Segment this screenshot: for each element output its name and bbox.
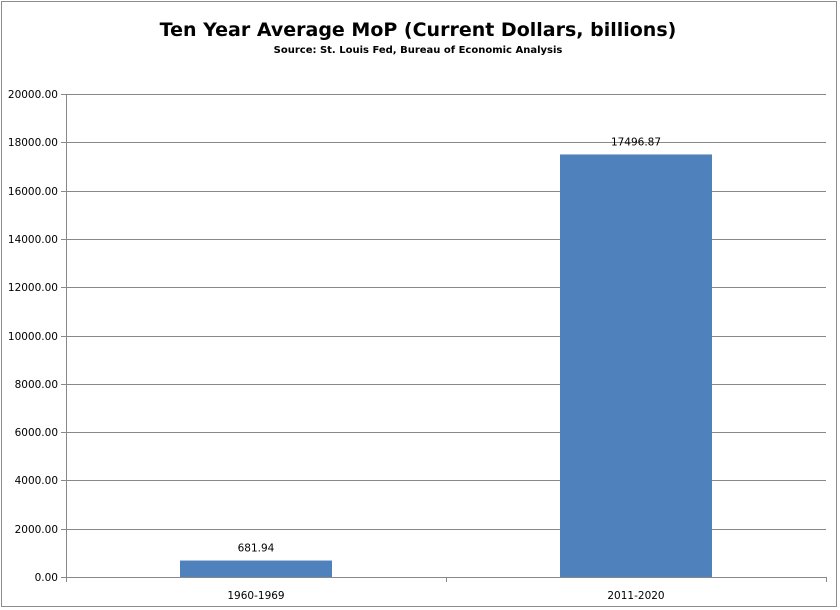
chart-subtitle: Source: St. Louis Fed, Bureau of Economi… xyxy=(274,45,563,56)
y-tick-label: 8000.00 xyxy=(15,379,58,391)
y-axis-ticks: 0.00 2000.00 4000.00 6000.00 8000.00 10000.00… xyxy=(8,89,66,584)
y-tick-label: 12000.00 xyxy=(8,282,58,294)
y-tick-label: 0.00 xyxy=(35,572,58,584)
y-tick-label: 16000.00 xyxy=(8,186,58,198)
labels: 681.94 1960-1969 17496.87 2011-2020 xyxy=(227,136,664,602)
axes xyxy=(66,94,827,582)
chart-title: Ten Year Average MoP (Current Dollars, b… xyxy=(160,19,677,41)
y-tick-label: 18000.00 xyxy=(8,137,58,149)
bars xyxy=(180,154,712,577)
bar xyxy=(180,560,332,577)
data-label: 17496.87 xyxy=(611,136,661,148)
y-tick-label: 10000.00 xyxy=(8,331,58,343)
data-label: 681.94 xyxy=(238,543,275,555)
bar xyxy=(560,154,712,577)
x-category-label: 2011-2020 xyxy=(607,590,664,602)
x-category-label: 1960-1969 xyxy=(227,590,284,602)
y-tick-label: 4000.00 xyxy=(15,475,58,487)
y-tick-label: 14000.00 xyxy=(8,234,58,246)
y-tick-label: 2000.00 xyxy=(15,524,58,536)
y-tick-label: 6000.00 xyxy=(15,427,58,439)
y-tick-label: 20000.00 xyxy=(8,89,58,101)
